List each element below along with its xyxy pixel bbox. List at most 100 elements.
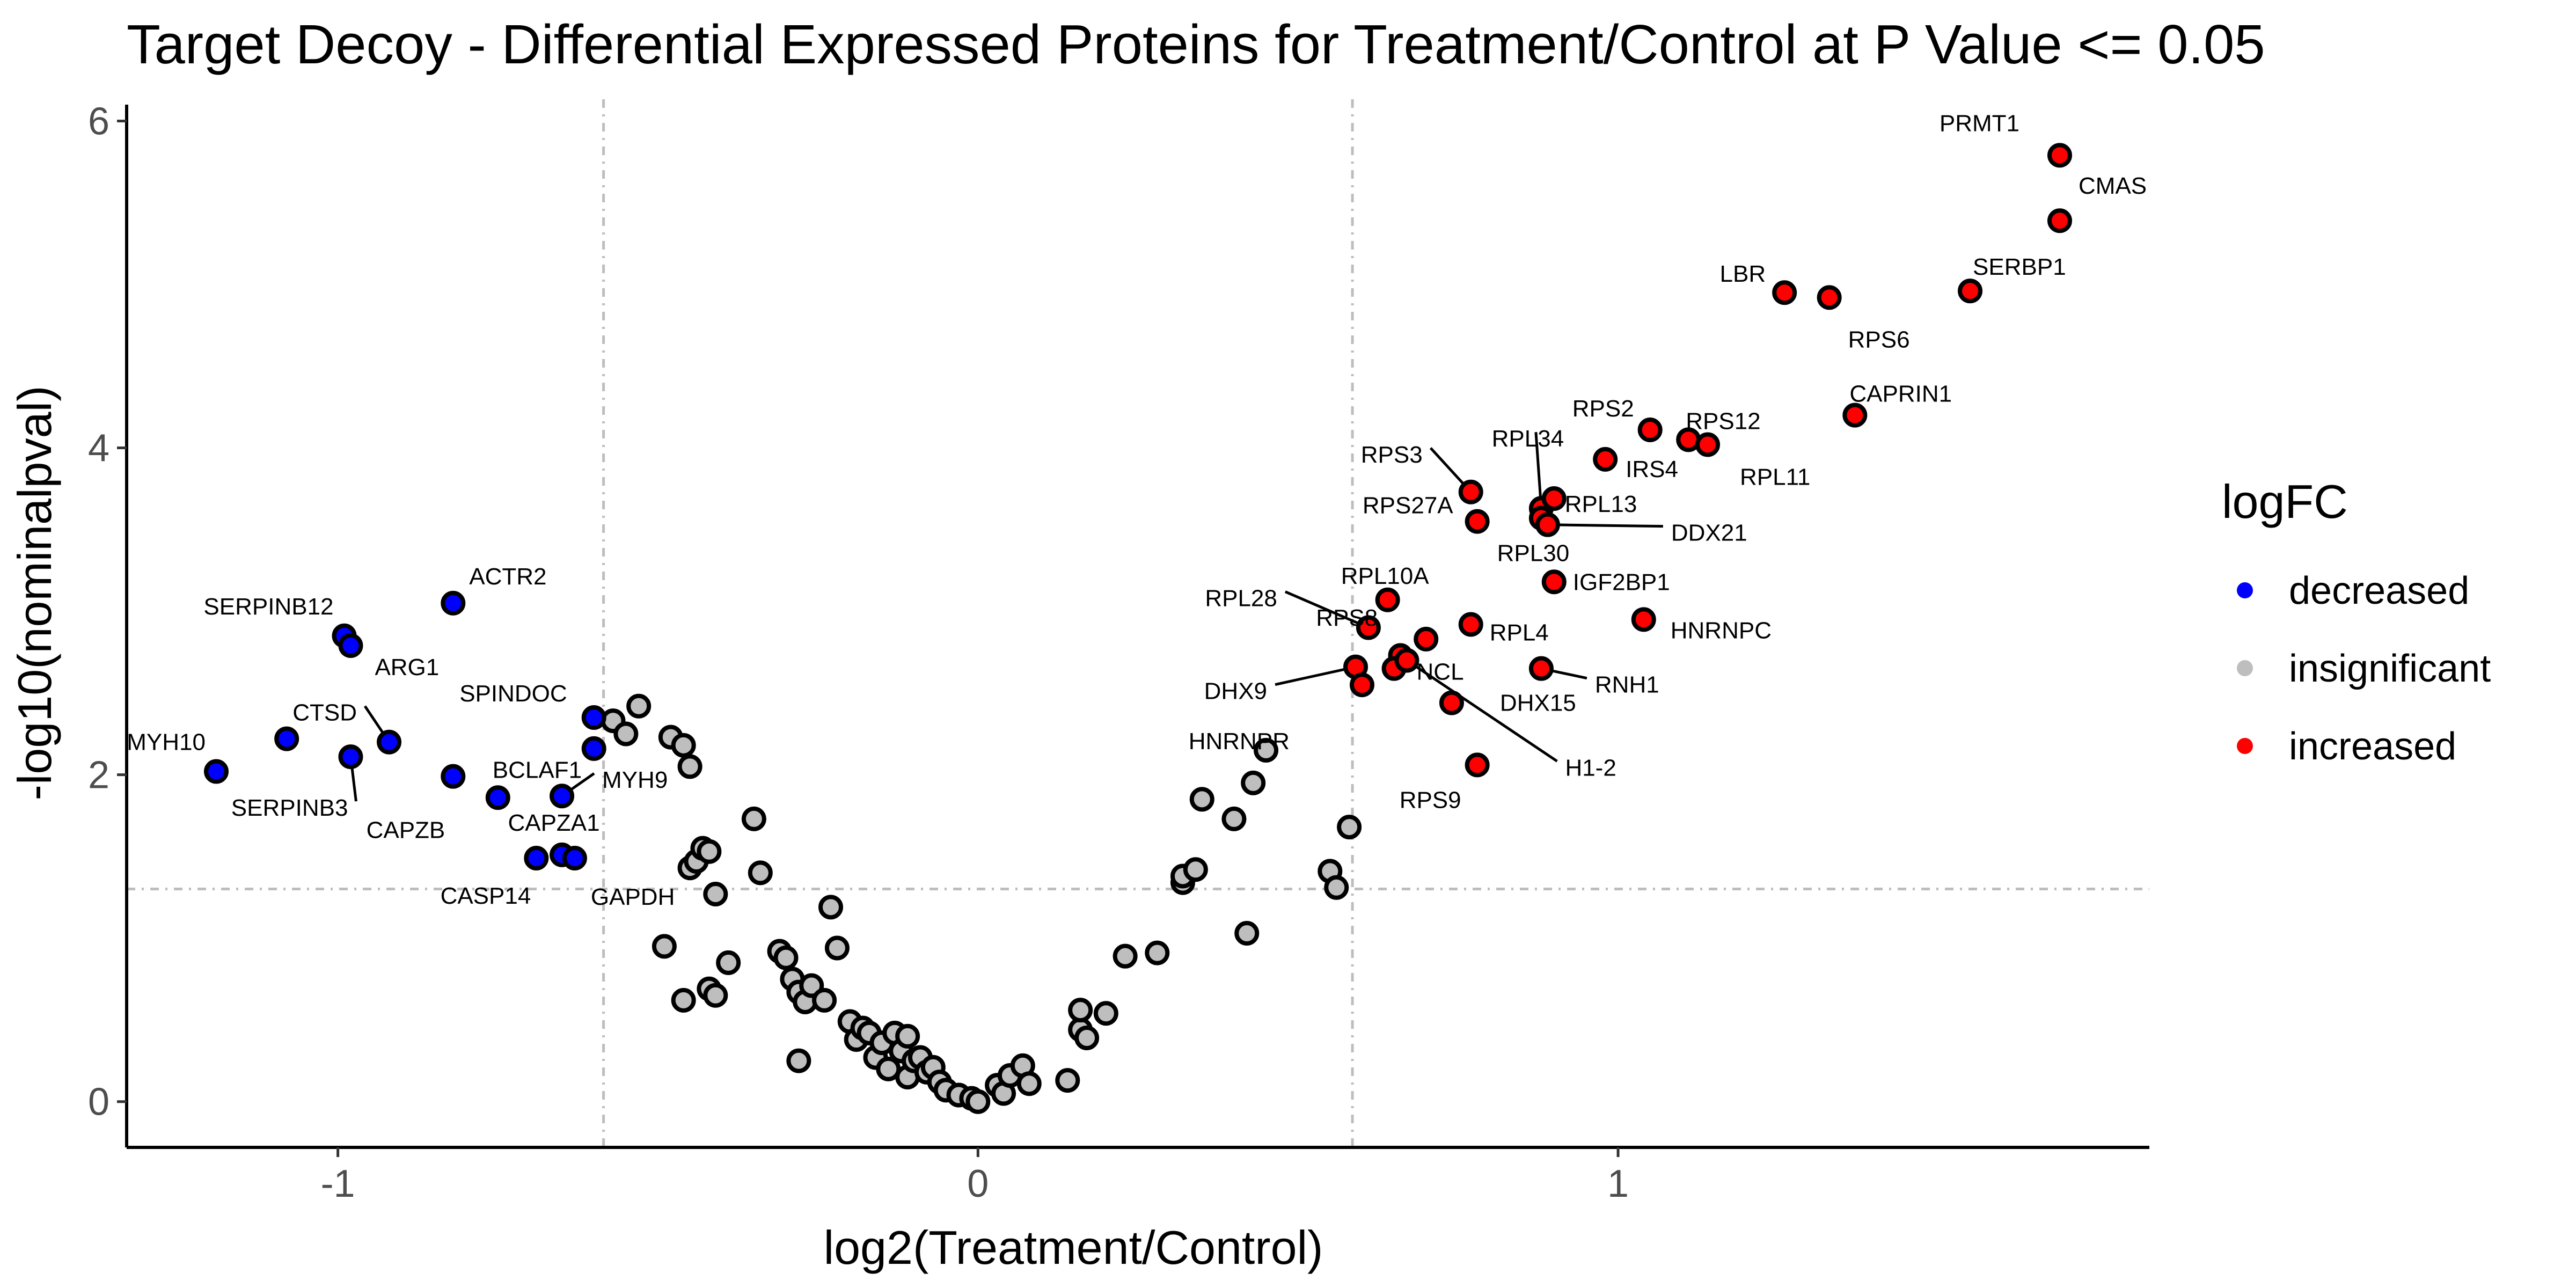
data-point-decreased (581, 736, 606, 761)
point-label: IRS4 (1626, 456, 1678, 482)
point-label: RNH1 (1595, 672, 1659, 698)
point-label: NCL (1417, 658, 1464, 685)
data-point-decreased (274, 726, 299, 751)
axes: -1 0 1 0 2 4 6 (88, 100, 2149, 1205)
data-point-insignificant (671, 987, 696, 1013)
points-insignificant (601, 693, 1362, 1114)
data-point-decreased (203, 759, 229, 784)
legend-title: logFC (2222, 475, 2348, 528)
point-label: RPS27A (1363, 493, 1453, 519)
point-label: RPL10A (1341, 563, 1430, 589)
data-point-increased (2047, 208, 2073, 233)
point-label: DHX15 (1500, 690, 1576, 716)
points-increased (1343, 143, 2073, 778)
point-label: RPL34 (1492, 426, 1564, 452)
label-connector (1284, 590, 1369, 629)
x-tick-label: 1 (1607, 1162, 1629, 1205)
label-connector (1275, 665, 1356, 686)
data-point-increased (1394, 648, 1419, 673)
legend-entries: decreased insignificant increased (2237, 569, 2491, 768)
data-point-increased (1414, 626, 1439, 652)
data-point-insignificant (1113, 943, 1138, 969)
y-tick-label: 0 (88, 1081, 109, 1124)
data-point-insignificant (1016, 1071, 1042, 1096)
point-label: RPS6 (1848, 326, 1910, 353)
data-point-increased (1637, 418, 1663, 443)
data-point-increased (1458, 479, 1483, 504)
legend-label: increased (2289, 725, 2456, 768)
data-point-insignificant (824, 935, 850, 961)
point-label: HNRNPC (1671, 617, 1772, 643)
x-tick-label: -1 (321, 1162, 355, 1205)
point-label: CASP14 (441, 883, 531, 909)
data-point-insignificant (818, 895, 843, 920)
y-tick-label: 6 (88, 100, 109, 143)
data-point-insignificant (1055, 1068, 1080, 1093)
data-point-insignificant (773, 945, 799, 970)
data-point-insignificant (895, 1023, 920, 1049)
data-point-decreased (581, 705, 606, 730)
point-label: ACTR2 (469, 564, 546, 590)
point-label: RPL30 (1497, 540, 1570, 567)
point-label: PRMT1 (1940, 110, 2019, 136)
point-label: MYH10 (127, 729, 206, 756)
data-point-increased (1356, 615, 1381, 640)
data-point-insignificant (703, 983, 728, 1008)
data-point-insignificant (1145, 940, 1170, 965)
data-point-increased (1439, 690, 1464, 715)
data-point-increased (1349, 672, 1374, 698)
data-point-insignificant (677, 754, 702, 779)
label-connector (1534, 432, 1543, 509)
point-label: RPS3 (1361, 442, 1423, 468)
point-label: BCLAF1 (493, 757, 582, 783)
point-label: CAPRIN1 (1849, 381, 1952, 407)
data-point-insignificant (671, 733, 696, 758)
chart-title: Target Decoy - Differential Expressed Pr… (127, 13, 2265, 75)
y-axis-ticks: 0 2 4 6 (88, 100, 127, 1124)
point-label: DHX9 (1204, 678, 1267, 705)
x-axis-title: log2(Treatment/Control) (824, 1221, 1323, 1274)
point-label: CAPZB (367, 817, 445, 844)
point-label: HNRNPR (1189, 728, 1290, 755)
data-point-insignificant (1241, 770, 1266, 795)
data-point-increased (1593, 447, 1618, 472)
legend-key-increased (2237, 738, 2253, 754)
data-point-insignificant (1337, 815, 1362, 840)
legend-key-decreased (2237, 582, 2253, 598)
data-point-insignificant (703, 881, 728, 906)
data-point-insignificant (626, 693, 652, 719)
data-point-increased (1465, 509, 1490, 534)
legend: logFC decreased insignificant increased (2222, 475, 2491, 768)
y-tick-label: 4 (88, 427, 109, 470)
data-point-increased (1528, 656, 1554, 681)
point-label: CAPZA1 (508, 810, 599, 836)
data-point-decreased (338, 633, 363, 658)
points-decreased (203, 590, 606, 870)
data-point-insignificant (613, 721, 639, 747)
data-point-insignificant (786, 1048, 811, 1073)
data-point-increased (1541, 569, 1567, 595)
label-connector (1547, 523, 1663, 528)
data-point-insignificant (697, 839, 722, 864)
point-label: RPL28 (1205, 586, 1277, 612)
point-label: SERPINB3 (231, 795, 348, 821)
point-label: SPINDOC (459, 680, 567, 707)
point-label: SERPINB12 (203, 594, 333, 620)
data-point-increased (1842, 402, 1868, 428)
data-point-decreased (377, 729, 402, 755)
data-point-decreased (524, 845, 549, 870)
data-point-decreased (562, 845, 587, 870)
data-point-insignificant (716, 950, 741, 975)
y-axis-title: -log10(nominalpval) (8, 386, 61, 801)
data-point-insignificant (1183, 857, 1208, 882)
y-tick-label: 2 (88, 754, 109, 797)
point-label: DDX21 (1671, 520, 1747, 546)
data-point-insignificant (812, 987, 837, 1013)
data-point-insignificant (1068, 998, 1093, 1023)
point-label: RPS9 (1400, 787, 1461, 813)
legend-key-insignificant (2237, 660, 2253, 676)
point-label: CMAS (2079, 173, 2147, 199)
x-axis-ticks: -1 0 1 (321, 1147, 1629, 1205)
point-label: H1-2 (1565, 755, 1616, 781)
